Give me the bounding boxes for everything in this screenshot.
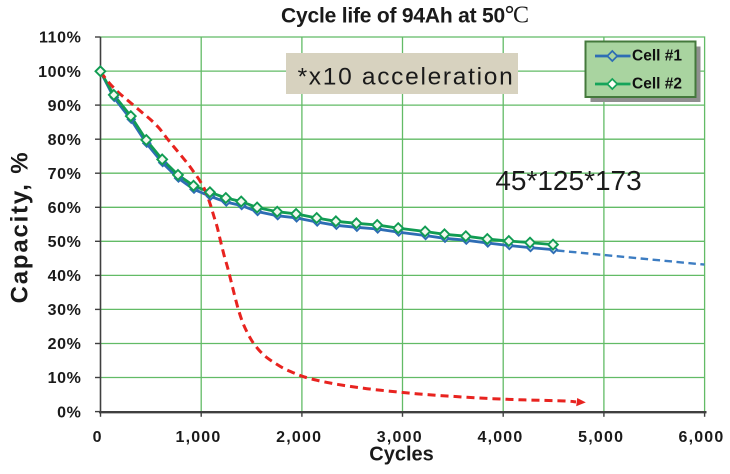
svg-text:45*125*173: 45*125*173 [495, 165, 641, 196]
svg-text:Cell #1: Cell #1 [632, 47, 682, 64]
svg-text:*x10 acceleration: *x10 acceleration [298, 64, 515, 91]
svg-text:6,000: 6,000 [678, 429, 724, 446]
svg-text:20%: 20% [48, 336, 82, 353]
svg-text:0%: 0% [57, 404, 81, 421]
svg-text:2,000: 2,000 [276, 429, 322, 446]
svg-text:4,000: 4,000 [477, 429, 523, 446]
svg-text:70%: 70% [48, 166, 82, 183]
svg-text:40%: 40% [48, 268, 82, 285]
svg-text:100%: 100% [38, 64, 81, 81]
svg-text:1,000: 1,000 [175, 429, 221, 446]
svg-text:80%: 80% [48, 132, 82, 149]
svg-text:C: C [513, 3, 529, 29]
svg-text:50%: 50% [48, 234, 82, 251]
svg-text:Cycle life of 94Ah at 50: Cycle life of 94Ah at 50 [281, 4, 505, 27]
svg-text:10%: 10% [48, 370, 82, 387]
svg-text:5,000: 5,000 [578, 429, 624, 446]
svg-text:90%: 90% [48, 98, 82, 115]
svg-text:0: 0 [93, 429, 103, 446]
svg-text:Cycles: Cycles [369, 443, 434, 465]
svg-text:Capacity, %: Capacity, % [7, 151, 34, 304]
svg-text:3,000: 3,000 [377, 429, 423, 446]
svg-text:60%: 60% [48, 200, 82, 217]
svg-text:110%: 110% [39, 30, 81, 47]
svg-text:Cell #2: Cell #2 [632, 76, 682, 93]
svg-text:30%: 30% [48, 302, 82, 319]
